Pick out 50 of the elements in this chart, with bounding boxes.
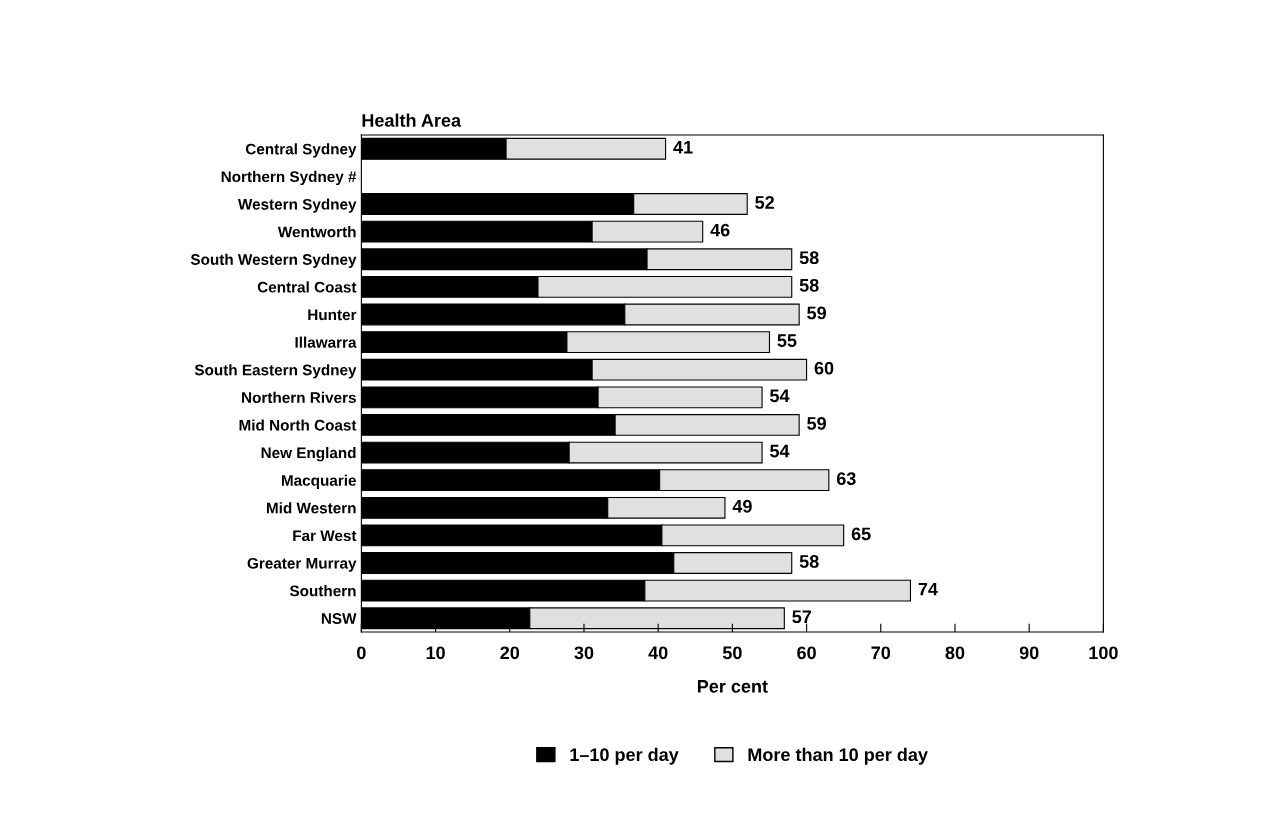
y-tick-label: NSW bbox=[321, 613, 357, 624]
x-tick-label: 30 bbox=[574, 646, 594, 660]
y-tick-label: Southern bbox=[289, 585, 356, 597]
y-tick-label: Northern Sydney # bbox=[221, 170, 357, 186]
y-tick-label: South Eastern Sydney bbox=[194, 364, 357, 379]
y-tick-label: Hunter bbox=[308, 309, 357, 321]
total-label: 58 bbox=[799, 251, 819, 265]
y-tick-label: Far West bbox=[293, 530, 357, 542]
total-label: 55 bbox=[777, 334, 797, 347]
x-tick-label: 80 bbox=[945, 646, 965, 660]
chart-title: Health Area bbox=[362, 113, 462, 127]
y-tick-label: Western Sydney bbox=[237, 198, 357, 213]
y-tick-label: Northern Rivers bbox=[242, 391, 356, 404]
total-label: 41 bbox=[673, 141, 693, 154]
total-label: 46 bbox=[710, 223, 730, 237]
total-label: 52 bbox=[755, 196, 774, 209]
y-tick-label: Mid North Coast bbox=[239, 419, 357, 431]
y-tick-label: Wentworth bbox=[277, 226, 356, 238]
y-tick-label: Illawarra bbox=[295, 336, 357, 348]
total-label: 57 bbox=[792, 610, 812, 624]
total-label: 49 bbox=[732, 499, 752, 513]
y-tick-label: South Western Sydney bbox=[190, 253, 357, 268]
total-label: 59 bbox=[807, 417, 826, 430]
legend-label: More than 10 per day bbox=[748, 747, 928, 765]
legend-label: 1–10 per day bbox=[570, 747, 679, 765]
total-label: 58 bbox=[799, 278, 819, 292]
total-label: 60 bbox=[814, 361, 834, 375]
y-tick-label: Central Sydney bbox=[245, 143, 357, 158]
x-tick-label: 10 bbox=[426, 646, 445, 660]
x-tick-label: 40 bbox=[648, 646, 668, 660]
y-tick-label: Greater Murray bbox=[247, 557, 357, 572]
total-label: 65 bbox=[851, 527, 871, 541]
x-axis-title: Per cent bbox=[697, 680, 768, 693]
total-label: 58 bbox=[799, 555, 819, 568]
x-tick-label: 90 bbox=[1019, 646, 1039, 660]
y-tick-label: Macquarie bbox=[281, 474, 356, 489]
total-label: 59 bbox=[807, 306, 826, 320]
x-tick-label: 0 bbox=[357, 646, 366, 660]
y-tick-label: Mid Western bbox=[266, 502, 356, 514]
x-tick-label: 20 bbox=[500, 646, 520, 660]
total-label: 63 bbox=[836, 472, 856, 486]
x-tick-label: 60 bbox=[797, 646, 816, 660]
total-label: 54 bbox=[770, 389, 790, 403]
x-tick-label: 50 bbox=[722, 646, 742, 660]
y-tick-label: Central Coast bbox=[257, 281, 357, 293]
x-tick-label: 70 bbox=[871, 646, 891, 660]
total-label: 54 bbox=[770, 444, 790, 458]
y-tick-label: New England bbox=[261, 447, 356, 462]
total-label: 74 bbox=[918, 582, 938, 596]
x-tick-label: 100 bbox=[1089, 646, 1118, 660]
